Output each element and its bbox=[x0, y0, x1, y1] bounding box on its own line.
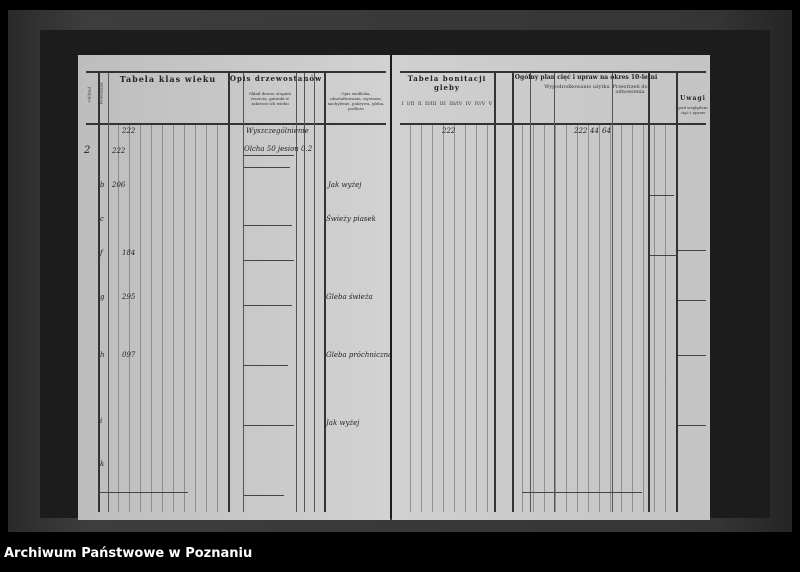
soil-table-header: Tabela bonitacji gleby bbox=[407, 74, 487, 92]
handwriting-stroke bbox=[244, 365, 288, 366]
header-rule bbox=[86, 123, 386, 125]
entry-value: 097 bbox=[122, 351, 136, 359]
handwriting-stroke bbox=[522, 492, 642, 493]
ledger-left-page: Tabela klas wieku Opis drzewostanów Skła… bbox=[78, 55, 390, 520]
top-value: 222 bbox=[574, 127, 588, 135]
top-rule bbox=[86, 71, 386, 73]
ruled-line bbox=[314, 73, 315, 512]
soil-class: V bbox=[488, 101, 493, 107]
soil-class: III bbox=[439, 101, 446, 107]
ruled-line bbox=[494, 73, 496, 512]
ruled-line bbox=[512, 125, 676, 512]
ruled-line bbox=[296, 73, 297, 512]
handwriting-stroke bbox=[98, 492, 188, 493]
entry-note: Gleba świeża bbox=[326, 293, 373, 301]
handwriting-stroke bbox=[244, 260, 294, 261]
entry-note: Wyszczególnienie bbox=[246, 127, 309, 135]
ruled-line bbox=[228, 73, 230, 512]
entry-value: 295 bbox=[122, 293, 136, 301]
species-header: Skład drzew, stopień zwarcia, gatunki w … bbox=[249, 91, 291, 106]
entry-value: 222 bbox=[112, 147, 126, 155]
ruled-line bbox=[400, 125, 494, 512]
ruled-line bbox=[676, 73, 678, 512]
ruled-line bbox=[243, 73, 244, 512]
handwriting-stroke bbox=[678, 250, 706, 251]
stand-description-header: Opis drzewostanów bbox=[229, 74, 323, 83]
entry-sub: c bbox=[100, 215, 104, 223]
entry-sub: h bbox=[100, 351, 105, 359]
site-header: Opis siedliska, ukształtowania, wystawa,… bbox=[327, 91, 385, 111]
subcompartment-header: Pododdział bbox=[98, 82, 104, 105]
handwriting-stroke bbox=[678, 355, 706, 356]
top-value: 44 bbox=[590, 127, 599, 135]
remarks-subheader: pod względem cięć i upraw bbox=[678, 105, 708, 115]
ruled-line bbox=[98, 73, 100, 512]
handwriting-stroke bbox=[244, 167, 290, 168]
entry-sub: b bbox=[100, 181, 105, 189]
entry-note: Jak wyżej bbox=[328, 181, 362, 189]
remarks-header: Uwagi bbox=[680, 95, 706, 102]
top-value: 222 bbox=[442, 127, 456, 135]
handwriting-stroke bbox=[678, 300, 706, 301]
ruled-line bbox=[108, 125, 228, 512]
entry-value: 222 bbox=[122, 127, 136, 135]
age-classes-header: Tabela klas wieku bbox=[119, 74, 217, 84]
entry-sub: g bbox=[100, 293, 105, 301]
handwriting-stroke bbox=[244, 225, 292, 226]
entry-value: 206 bbox=[112, 181, 126, 189]
entry-note: Gleba próchniczna bbox=[326, 351, 390, 359]
top-rule bbox=[400, 71, 706, 73]
entry-note: Jak wyżej bbox=[326, 419, 360, 427]
general-plan-header: Ogólny plan cięć i upraw na okres 10-let… bbox=[514, 74, 658, 81]
ruled-line bbox=[304, 73, 305, 512]
soil-class: II/III bbox=[425, 101, 437, 107]
soil-class: II bbox=[417, 101, 422, 107]
usage-header: Wypodrodkowanie użytku bbox=[544, 84, 610, 90]
soil-class: I/II bbox=[406, 101, 415, 107]
archive-caption: Archiwum Państwowe w Poznaniu bbox=[4, 546, 253, 561]
renewal-header: Przestrzeń do odnowienia bbox=[612, 84, 648, 95]
soil-class-labels: I I/II II II/III III III/IV IV IV/V V bbox=[400, 101, 494, 107]
soil-class: IV/V bbox=[474, 101, 486, 107]
entry-sub: 2 bbox=[84, 145, 91, 156]
entry-sub: k bbox=[100, 460, 105, 468]
handwriting-stroke bbox=[678, 425, 706, 426]
top-value: 64 bbox=[602, 127, 611, 135]
soil-class: IV bbox=[465, 101, 472, 107]
entry-value: 184 bbox=[122, 249, 136, 257]
soil-class: I bbox=[401, 101, 404, 107]
ledger-right-page: Tabela bonitacji gleby Ogólny plan cięć … bbox=[392, 55, 710, 520]
entry-note: Świeży piasek bbox=[326, 215, 376, 223]
soil-class: III/IV bbox=[449, 101, 463, 107]
ruled-line bbox=[324, 73, 326, 512]
handwriting-stroke bbox=[244, 425, 294, 426]
handwriting-stroke bbox=[244, 305, 292, 306]
handwriting-stroke bbox=[244, 495, 284, 496]
entry-note: Olcha 50 jesion 0.2 bbox=[244, 145, 313, 153]
handwriting-stroke bbox=[650, 195, 674, 196]
handwriting-stroke bbox=[650, 255, 678, 256]
entry-sub: i bbox=[100, 417, 103, 425]
compartment-header: Oddział bbox=[86, 87, 92, 103]
header-rule bbox=[400, 123, 706, 125]
entry-sub: f bbox=[100, 249, 103, 257]
handwriting-stroke bbox=[244, 155, 294, 156]
